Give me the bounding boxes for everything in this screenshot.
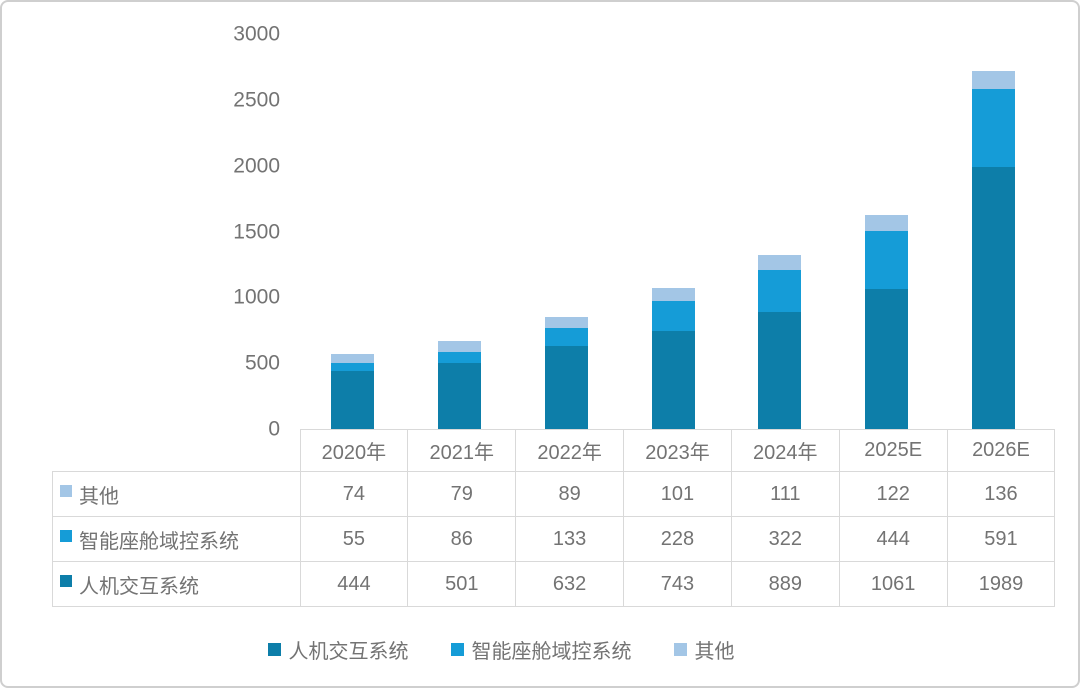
- bar-segment: [651, 301, 695, 332]
- bar-segment: [865, 230, 909, 290]
- bar-segment: [758, 311, 802, 429]
- y-axis-tick-label: 0: [268, 417, 280, 441]
- table-value-cell: 122: [838, 471, 948, 517]
- stacked-bar-2021年: [437, 341, 481, 429]
- legend-label: 其他: [694, 641, 735, 663]
- table-value-cell: 591: [946, 516, 1056, 562]
- table-value-cell: 632: [515, 561, 625, 607]
- table-column-header: 2026E: [946, 429, 1056, 472]
- bar-segment: [544, 328, 588, 346]
- table-value-cell: 111: [730, 471, 840, 517]
- table-value-cell: 136: [946, 471, 1056, 517]
- legend-item: 其他: [673, 635, 735, 664]
- table-value-cell: 1989: [946, 561, 1056, 607]
- bar-segment: [437, 341, 481, 352]
- y-axis-tick-label: 500: [244, 351, 280, 375]
- legend-item: 智能座舱域控系统: [450, 635, 632, 664]
- table-row-label: 其他: [52, 471, 301, 517]
- table-value-cell: 79: [407, 471, 517, 517]
- y-axis-tick-label: 2500: [233, 88, 280, 112]
- legend-swatch-icon: [450, 643, 464, 656]
- bar-segment: [865, 214, 909, 231]
- table-value-cell: 55: [299, 516, 409, 562]
- y-axis-tick-label: 1500: [233, 220, 280, 243]
- table-value-cell: 444: [838, 516, 948, 562]
- stacked-bar-2025E: [865, 214, 909, 429]
- table-column-header: 2024年: [730, 429, 840, 472]
- bar-segment: [437, 363, 481, 429]
- legend-swatch-icon: [673, 643, 687, 656]
- stacked-bar-2022年: [544, 316, 588, 429]
- stacked-bar-2023年: [651, 287, 695, 429]
- bar-segment: [865, 289, 909, 429]
- table-column-header: 2021年: [407, 429, 517, 472]
- legend-label: 智能座舱域控系统: [471, 641, 632, 663]
- table-value-cell: 101: [623, 471, 732, 517]
- stacked-bar-2026E: [972, 71, 1016, 429]
- bar-segment: [758, 269, 802, 312]
- series-swatch-icon: [60, 574, 72, 587]
- bar-segment: [972, 71, 1016, 90]
- table-value-cell: 743: [623, 561, 732, 607]
- table-value-cell: 89: [515, 471, 625, 517]
- table-value-cell: 74: [299, 471, 409, 517]
- table-value-cell: 86: [407, 516, 517, 562]
- table-corner-cell: [53, 430, 301, 472]
- table-row-label: 人机交互系统: [52, 561, 301, 607]
- bar-segment: [544, 316, 588, 329]
- bar-segment: [758, 254, 802, 270]
- bar-segment: [651, 287, 695, 302]
- stacked-bar-2024年: [758, 254, 802, 429]
- legend: 人机交互系统 智能座舱域控系统 其他: [2, 635, 1078, 664]
- data-table: 2020年 2021年 2022年 2023年 2024年 2025E 2026E 其他 74 7…: [52, 429, 1056, 607]
- legend-label: 人机交互系统: [288, 641, 409, 663]
- y-axis-tick-label: 2000: [233, 154, 280, 178]
- bar-segment: [330, 370, 374, 429]
- bar-segment: [330, 363, 374, 371]
- table-value-cell: 501: [407, 561, 517, 607]
- bar-segment: [330, 353, 374, 364]
- table-row: 其他 74 79 89 101 111 122 136: [52, 471, 1056, 517]
- legend-swatch-icon: [267, 643, 281, 656]
- table-value-cell: 1061: [838, 561, 948, 607]
- table-header-row: 2020年 2021年 2022年 2023年 2024年 2025E 2026E: [53, 429, 1056, 472]
- table-row: 智能座舱域控系统 55 86 133 228 322 444 591: [52, 516, 1056, 562]
- y-axis-tick-label: 1000: [233, 285, 280, 309]
- bar-segment: [544, 345, 588, 429]
- table-value-cell: 889: [730, 561, 840, 607]
- table-value-cell: 444: [299, 561, 409, 607]
- series-swatch-icon: [60, 529, 72, 542]
- bar-segment: [437, 351, 481, 363]
- bar-segment: [651, 331, 695, 429]
- table-value-cell: 228: [623, 516, 732, 562]
- y-axis-tick-label: 3000: [233, 22, 280, 46]
- table-row-label: 智能座舱域控系统: [52, 516, 301, 562]
- bar-segment: [972, 167, 1016, 429]
- stacked-bar-2020年: [330, 353, 374, 429]
- table-column-header: 2025E: [838, 429, 948, 472]
- table-column-header: 2020年: [299, 429, 409, 472]
- table-value-cell: 322: [730, 516, 840, 562]
- table-column-header: 2023年: [623, 429, 732, 472]
- table-row: 人机交互系统 444 501 632 743 889 1061 1989: [52, 561, 1056, 607]
- bar-segment: [972, 89, 1016, 168]
- series-swatch-icon: [60, 484, 72, 497]
- table-column-header: 2022年: [515, 429, 625, 472]
- legend-item: 人机交互系统: [267, 635, 409, 664]
- table-value-cell: 133: [515, 516, 625, 562]
